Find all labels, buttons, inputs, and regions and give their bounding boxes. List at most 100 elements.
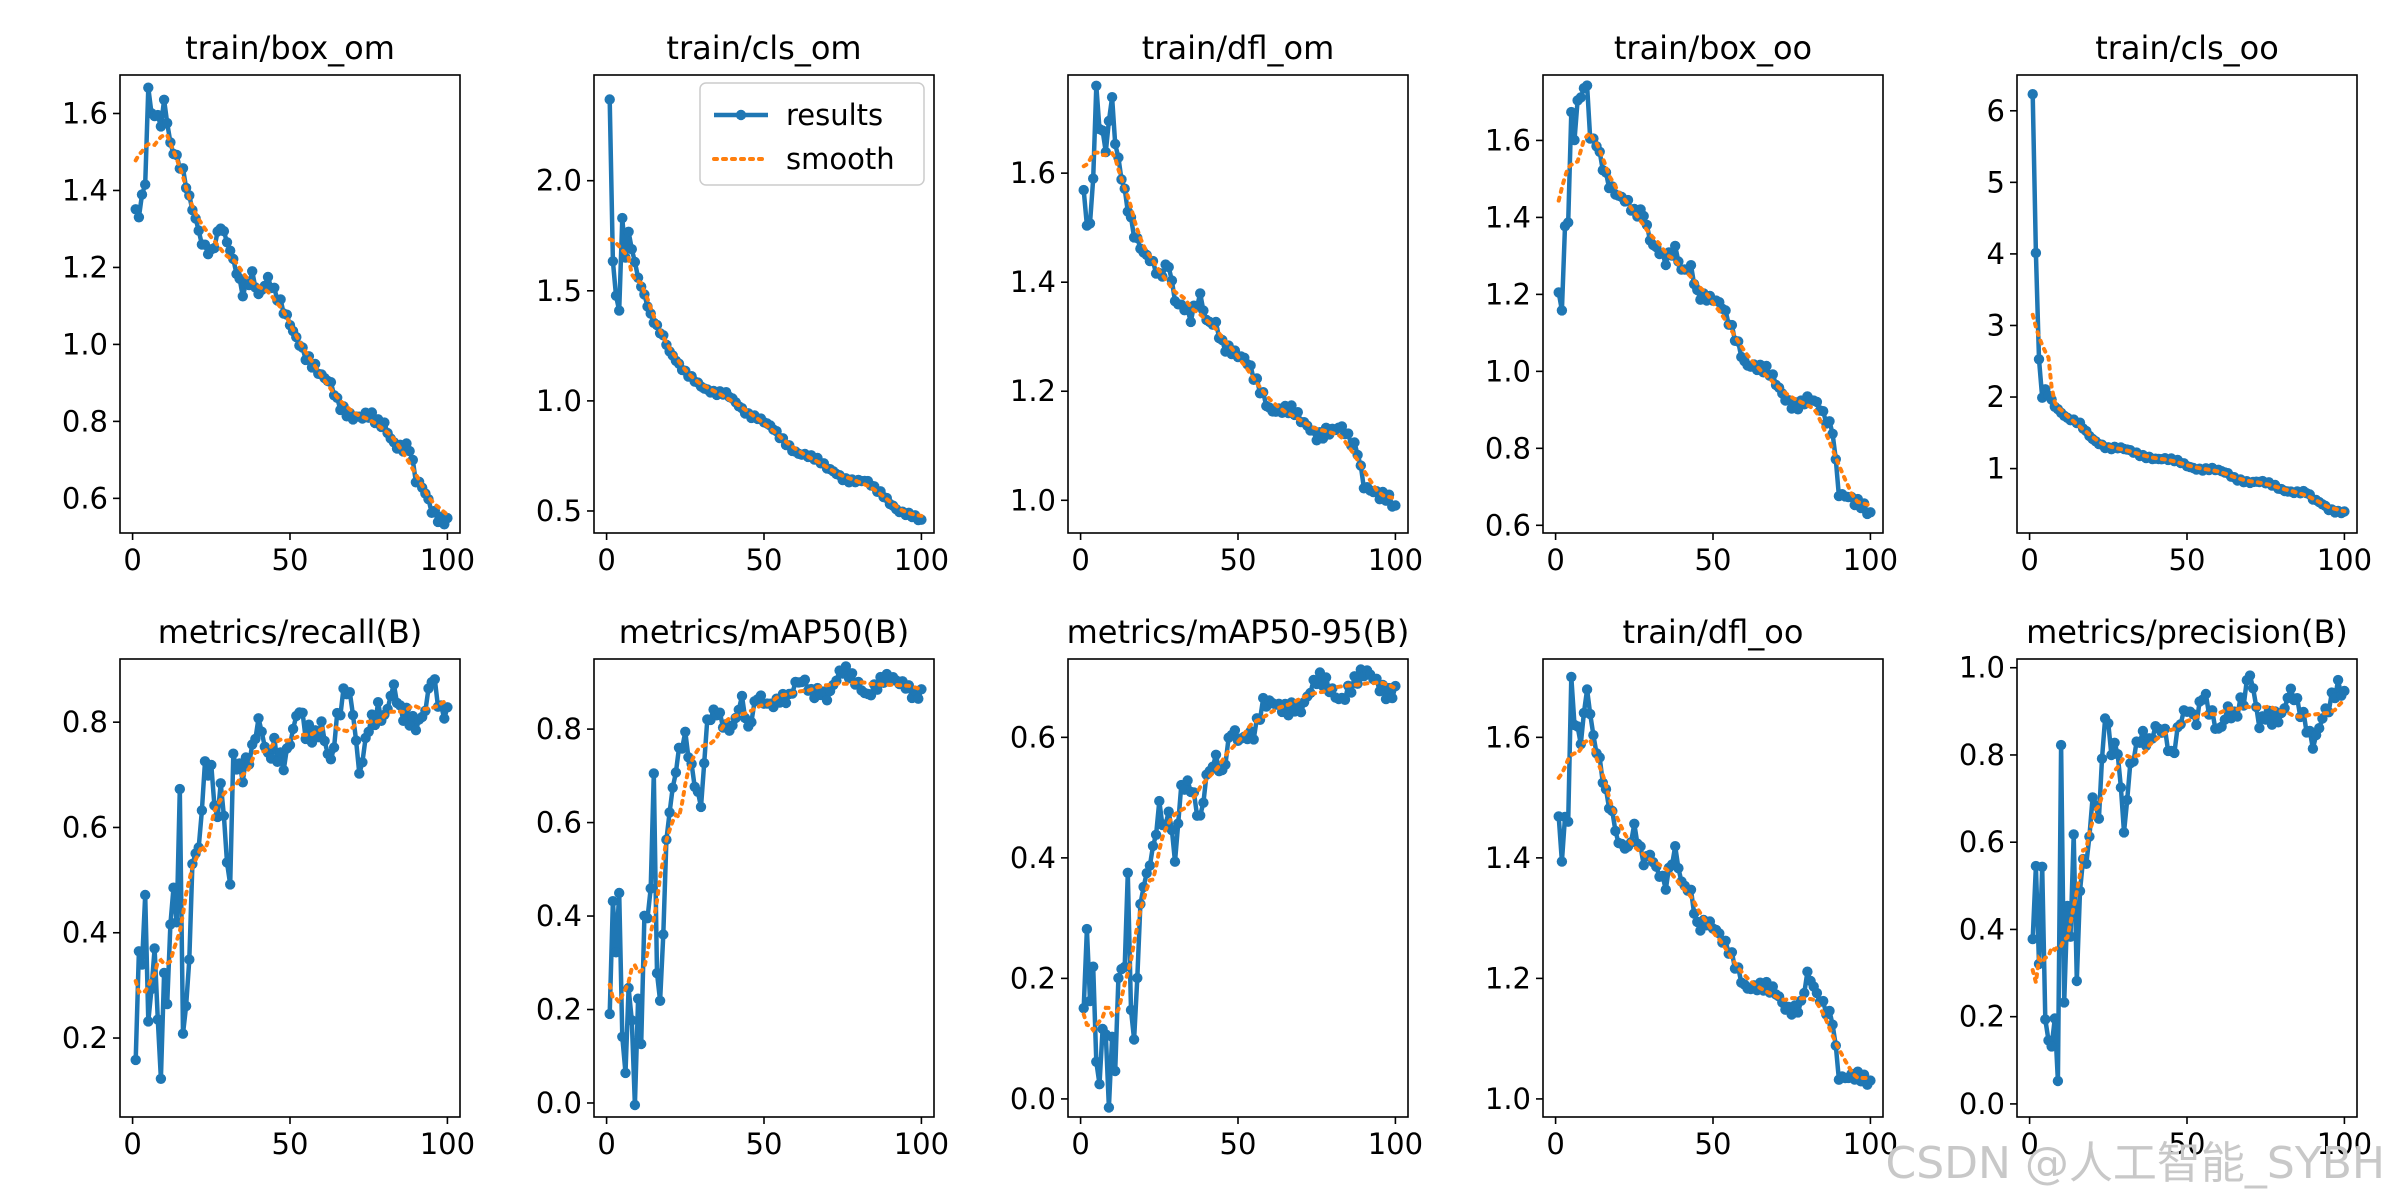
results-point [614,887,625,899]
results-point [2137,725,2149,737]
results-point [1084,995,1096,1007]
results-point [2103,718,2114,729]
results-point [2122,794,2133,806]
results-point [335,710,346,721]
results-point [196,805,208,816]
y-tick-label: 0.4 [1010,841,1056,875]
results-point [193,225,204,236]
subplot-title: train/box_om [185,29,395,67]
results-point [617,212,628,224]
results-point [2235,692,2246,703]
results-point [1144,860,1156,871]
results-point [1150,829,1162,840]
results-point [225,879,236,890]
results-point [1556,305,1568,316]
results-point [1575,92,1587,103]
y-tick-label: 0.4 [536,899,582,933]
watermark-text: CSDN @人工智能_SYBH [1885,1138,2385,1189]
y-tick-label: 0.6 [62,481,108,515]
results-point [1638,860,1649,871]
y-tick-label: 0.8 [62,404,108,438]
results-point [133,946,145,957]
results-point [648,768,659,779]
y-tick-label: 1.0 [62,327,108,361]
y-tick-label: 1.6 [1485,720,1531,754]
results-point [1097,125,1108,136]
results-point [1292,407,1304,418]
results-point [1295,707,1307,718]
y-tick-label: 1.0 [1485,1082,1531,1116]
x-tick-label: 0 [597,543,615,577]
results-point [158,967,170,979]
results-point [2049,1013,2060,1024]
x-tick-label: 0 [1546,543,1564,577]
y-tick-label: 0.8 [536,712,582,746]
results-point [410,725,422,736]
y-tick-label: 5 [1987,165,2005,199]
results-point [328,742,340,753]
y-tick-label: 2.0 [536,164,582,198]
results-point [1572,721,1583,732]
legend-results-marker [735,109,747,121]
results-point [2247,683,2259,694]
x-tick-label: 0 [123,543,141,577]
results-point [442,702,453,713]
results-point [1387,692,1398,704]
y-tick-label: 0.0 [1959,1087,2005,1121]
results-point [385,690,396,702]
x-tick-label: 100 [2317,1127,2372,1161]
subplot-metrics-recall-b-: metrics/recall(B) 0 50 100 0.2 0.4 0.6 0.8 [62,613,475,1161]
results-point [1581,684,1593,695]
y-tick-label: 1.6 [1485,123,1531,157]
results-point [2159,723,2171,734]
subplot-train-cls-om: train/cls_om 0 50 100 0.5 1.0 1.5 2.0 results smo… [536,29,949,577]
results-point [1660,884,1672,895]
results-point [1339,694,1351,705]
smooth-line [133,697,450,996]
results-point [1670,240,1681,252]
results-point [2062,900,2073,912]
smooth-line [607,237,924,518]
results-point [2059,997,2070,1008]
x-tick-label: 0 [2020,1127,2038,1161]
results-point [287,723,299,735]
results-point [1556,856,1568,867]
results-point [379,417,390,428]
results-point [366,407,378,418]
results-point [1185,316,1197,328]
results-point [136,189,148,200]
y-tick-label: 1.4 [1485,200,1531,234]
results-point [1094,1079,1105,1090]
results-point [262,271,274,283]
results-point [1827,428,1838,439]
subplot-title: metrics/recall(B) [158,613,423,651]
results-point [755,690,767,701]
subplot-train-dfl-oo: train/dfl_oo 0 50 100 1.0 1.2 1.4 1.6 [1485,613,1898,1161]
y-tick-label: 0.6 [1485,508,1531,542]
y-tick-label: 2 [1987,380,2005,414]
x-tick-label: 50 [2169,1127,2206,1161]
results-point [1210,316,1222,328]
results-point [607,896,619,907]
results-point [1865,507,1876,518]
x-tick-label: 50 [1220,543,1257,577]
results-point [1173,818,1184,829]
subplot-metrics-map50-b-: metrics/mAP50(B) 0 50 100 0.0 0.2 0.4 0.6 0.8 [536,613,949,1161]
results-point [152,1014,163,1025]
subplot-title: train/dfl_om [1142,29,1334,67]
x-tick-label: 0 [123,1127,141,1161]
results-point [247,266,258,277]
results-point [1103,1102,1115,1113]
results-point [1198,797,1209,808]
results-point [846,668,858,679]
results-point [1106,1031,1118,1043]
results-point [1641,219,1653,231]
smooth-line [2030,312,2347,514]
results-point [654,995,666,1006]
x-tick-label: 0 [1071,1127,1089,1161]
subplot-grid: train/box_om0 50 1000.60.81.01.21.41.6trai… [62,29,2372,1161]
results-point [218,226,230,237]
results-point [140,179,151,190]
results-point [645,883,656,894]
